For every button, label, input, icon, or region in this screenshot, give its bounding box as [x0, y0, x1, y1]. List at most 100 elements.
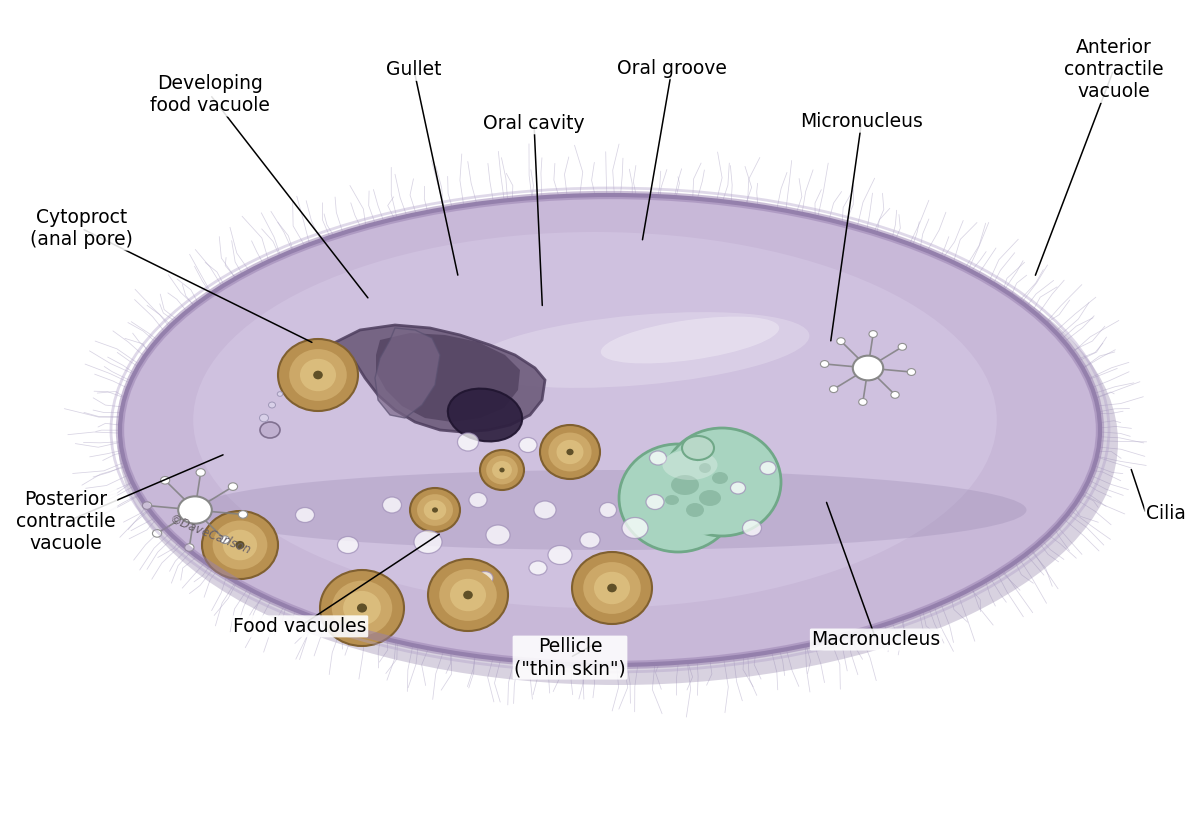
Ellipse shape — [890, 391, 899, 399]
Text: Posterior
contractile
vacuole: Posterior contractile vacuole — [16, 491, 116, 553]
Ellipse shape — [448, 389, 522, 441]
Ellipse shape — [859, 361, 871, 371]
Ellipse shape — [594, 572, 630, 604]
Ellipse shape — [260, 422, 280, 438]
Ellipse shape — [583, 562, 641, 614]
Ellipse shape — [196, 469, 205, 476]
Ellipse shape — [356, 603, 367, 612]
Ellipse shape — [343, 591, 380, 625]
Ellipse shape — [665, 495, 679, 505]
Ellipse shape — [337, 537, 359, 553]
Ellipse shape — [239, 510, 247, 518]
Ellipse shape — [743, 520, 762, 536]
Ellipse shape — [607, 584, 617, 593]
Ellipse shape — [450, 579, 486, 612]
Ellipse shape — [193, 232, 997, 608]
Ellipse shape — [289, 349, 347, 401]
Ellipse shape — [300, 358, 336, 391]
Ellipse shape — [212, 520, 268, 570]
Ellipse shape — [600, 502, 617, 518]
Ellipse shape — [480, 450, 524, 490]
Ellipse shape — [492, 461, 512, 479]
Text: Food vacuoles: Food vacuoles — [233, 616, 367, 636]
Polygon shape — [376, 333, 520, 422]
Ellipse shape — [152, 529, 162, 538]
Text: Pellicle
("thin skin"): Pellicle ("thin skin") — [514, 637, 626, 678]
Text: Macronucleus: Macronucleus — [811, 630, 941, 649]
Ellipse shape — [548, 546, 572, 565]
Ellipse shape — [469, 492, 487, 507]
Ellipse shape — [161, 477, 169, 484]
Ellipse shape — [185, 502, 198, 513]
Ellipse shape — [331, 580, 392, 635]
Ellipse shape — [869, 330, 877, 338]
Ellipse shape — [540, 425, 600, 479]
Text: Gullet: Gullet — [386, 60, 442, 80]
Ellipse shape — [572, 552, 652, 624]
Text: Micronucleus: Micronucleus — [800, 112, 923, 132]
Ellipse shape — [662, 450, 718, 480]
Text: Anterior
contractile
vacuole: Anterior contractile vacuole — [1063, 39, 1164, 101]
Ellipse shape — [548, 432, 592, 472]
Ellipse shape — [619, 444, 737, 552]
Ellipse shape — [235, 541, 245, 549]
Ellipse shape — [662, 428, 781, 536]
Ellipse shape — [143, 501, 151, 510]
Ellipse shape — [410, 488, 460, 532]
Ellipse shape — [650, 445, 750, 535]
Ellipse shape — [499, 468, 505, 473]
Ellipse shape — [646, 495, 664, 510]
Ellipse shape — [836, 338, 845, 344]
Ellipse shape — [529, 561, 547, 575]
Ellipse shape — [898, 344, 906, 350]
Ellipse shape — [259, 414, 269, 422]
Ellipse shape — [580, 532, 600, 548]
Ellipse shape — [313, 371, 323, 379]
Ellipse shape — [601, 316, 779, 363]
Ellipse shape — [486, 455, 518, 484]
Ellipse shape — [185, 544, 194, 552]
Text: ©DaveCarlson: ©DaveCarlson — [167, 513, 253, 557]
Ellipse shape — [682, 436, 714, 460]
Ellipse shape — [221, 536, 229, 543]
Ellipse shape — [478, 571, 493, 584]
Text: Oral groove: Oral groove — [617, 58, 727, 78]
Ellipse shape — [557, 440, 583, 464]
Ellipse shape — [731, 482, 745, 494]
Ellipse shape — [486, 525, 510, 545]
Ellipse shape — [414, 530, 442, 553]
Ellipse shape — [193, 470, 1026, 550]
Ellipse shape — [853, 356, 883, 381]
Ellipse shape — [320, 570, 404, 646]
Ellipse shape — [760, 461, 776, 474]
Ellipse shape — [463, 591, 473, 599]
Ellipse shape — [649, 451, 666, 465]
Ellipse shape — [424, 500, 446, 520]
Ellipse shape — [228, 483, 238, 491]
Ellipse shape — [439, 569, 497, 621]
Ellipse shape — [698, 463, 710, 473]
Text: Cytoproct
(anal pore): Cytoproct (anal pore) — [30, 208, 133, 249]
Text: Cilia: Cilia — [1146, 504, 1186, 524]
Polygon shape — [374, 328, 440, 418]
Ellipse shape — [907, 368, 916, 376]
Polygon shape — [330, 325, 545, 432]
Ellipse shape — [118, 199, 1118, 685]
Ellipse shape — [202, 511, 278, 579]
Ellipse shape — [859, 399, 868, 405]
Text: Oral cavity: Oral cavity — [484, 113, 584, 133]
Ellipse shape — [178, 496, 212, 524]
Ellipse shape — [712, 472, 728, 484]
Ellipse shape — [698, 490, 721, 506]
Ellipse shape — [278, 339, 358, 411]
Ellipse shape — [520, 437, 538, 452]
Ellipse shape — [566, 449, 574, 455]
Ellipse shape — [295, 507, 314, 523]
Ellipse shape — [671, 475, 698, 495]
Ellipse shape — [277, 391, 283, 396]
Ellipse shape — [457, 433, 479, 451]
Ellipse shape — [120, 195, 1100, 665]
Ellipse shape — [470, 312, 809, 388]
Ellipse shape — [269, 402, 276, 408]
Ellipse shape — [383, 497, 402, 513]
